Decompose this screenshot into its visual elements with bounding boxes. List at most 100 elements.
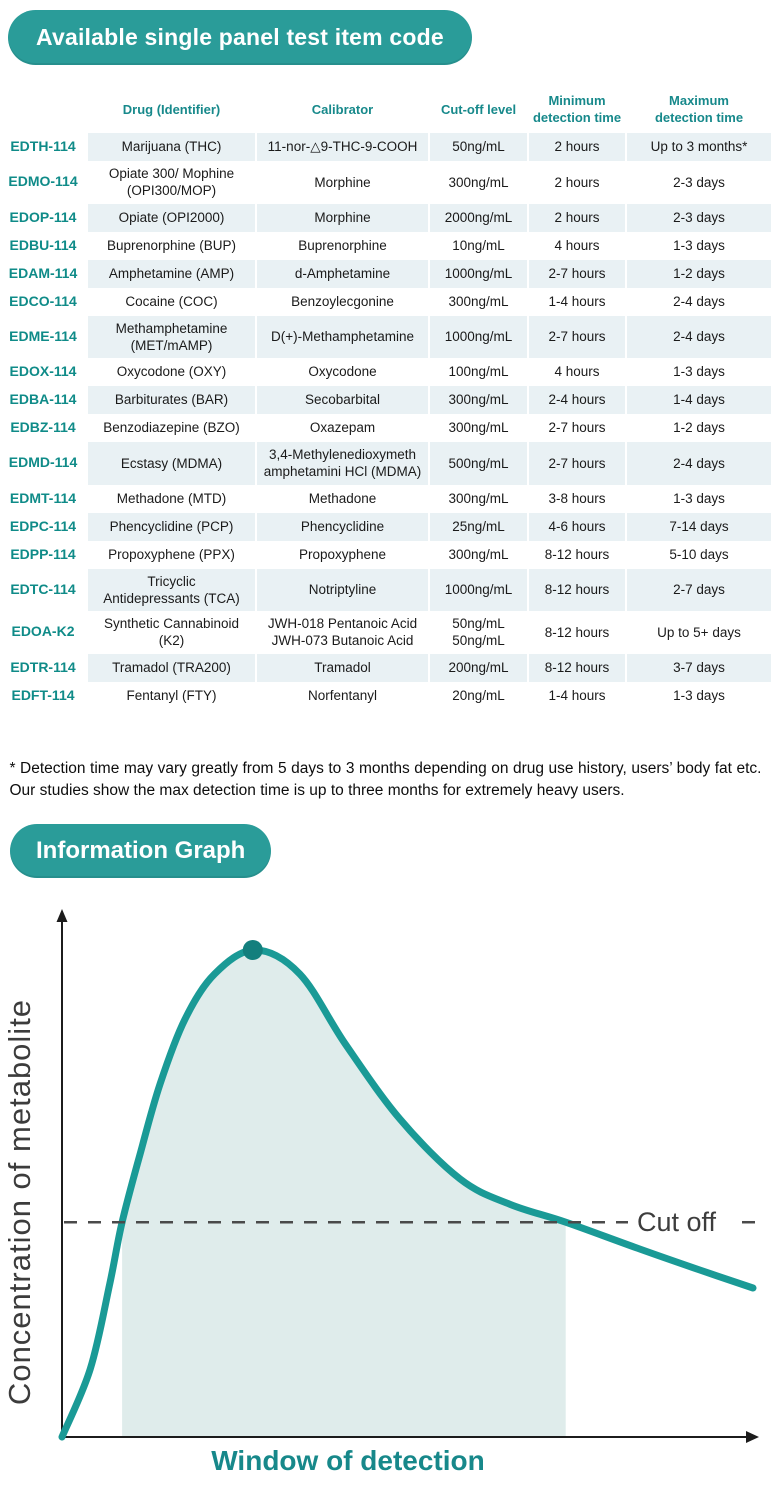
drug-identifier: Phencyclidine (PCP) [88,512,255,541]
table-row: EDAM-114 Amphetamine (AMP) d-Amphetamine 10… [0,259,771,288]
drug-identifier: Barbiturates (BAR) [88,386,255,415]
table-row: EDBZ-114 Benzodiazepine (BZO) Oxazepam 300n… [0,414,771,442]
item-code: EDCO-114 [9,292,77,309]
calibrator: 3,4-Methylenedioxymeth amphetamini HCl (… [257,442,428,485]
section-title-available-codes: Available single panel test item code [8,10,472,65]
cutoff-level: 50ng/mL [430,133,527,161]
max-detection-time: 5-10 days [669,546,729,562]
min-detection-time: 4 hours [554,364,600,380]
cutoff-level: 300ng/mL [448,546,509,562]
y-axis-arrow-icon [56,908,68,922]
drug-identifier: Buprenorphine (BUP) [106,237,237,253]
drug-identifier: Marijuana (THC) [88,133,255,161]
calibrator: Tramadol [257,653,428,682]
table-row: EDPP-114 Propoxyphene (PPX) Propoxyphene 30… [0,541,771,569]
item-code: EDMT-114 [9,489,77,506]
min-detection-time: 2 hours [554,174,600,190]
calibrator: Phencyclidine [257,512,428,541]
min-detection-time: 1-4 hours [548,688,606,704]
calibrator: Methadone [308,490,377,506]
header-min-detection-time: Minimum detection time [532,93,622,125]
item-code: EDFT-114 [11,686,75,703]
max-detection-time: 1-3 days [673,688,725,704]
cutoff-level: 500ng/mL [430,442,527,485]
item-code: EDPC-114 [9,517,77,534]
max-detection-time: 2-3 days [673,174,725,190]
drug-identifier: Opiate 300/ Mophine (OPI300/MOP) [108,166,235,199]
drug-identifier: Opiate (OPI2000) [88,203,255,232]
calibrator: Morphine [314,174,371,190]
x-axis-arrow-icon [746,1430,759,1443]
drug-identifier: Ecstasy (MDMA) [88,442,255,485]
drug-identifier: Amphetamine (AMP) [88,259,255,288]
table-row: EDOA-K2 Synthetic Cannabinoid (K2) JWH-018… [0,611,771,654]
min-detection-time: 2-7 hours [529,259,625,288]
table-row: EDME-114 Methamphetamine (MET/mAMP) D(+)-M… [0,315,771,359]
item-code: EDOA-K2 [11,623,75,640]
calibrator: Norfentanyl [307,688,378,704]
max-detection-time: 2-4 days [627,315,771,359]
min-detection-time: 3-8 hours [548,490,606,506]
cutoff-level: 300ng/mL [448,174,509,190]
max-detection-time: 2-7 days [627,568,771,612]
cutoff-level: 100ng/mL [448,364,509,380]
table-row: EDMD-114 Ecstasy (MDMA) 3,4-Methylenedioxy… [0,442,771,485]
drug-identifier: Benzodiazepine (BZO) [103,420,240,436]
header-calibrator: Calibrator [311,101,374,117]
item-code: EDME-114 [9,327,77,344]
min-detection-time: 8-12 hours [529,568,625,612]
table-row: EDMT-114 Methadone (MTD) Methadone 300ng/mL… [0,485,771,513]
header-drug: Drug (Identifier) [122,101,221,117]
cutoff-level: 1000ng/mL [430,568,527,612]
calibrator: Propoxyphene [298,546,387,562]
table-row: EDTH-114 Marijuana (THC) 11-nor-△9-THC-9-C… [0,133,771,161]
drug-identifier: Oxycodone (OXY) [116,364,227,380]
max-detection-time: 1-2 days [627,259,771,288]
cutoff-level: 300ng/mL [448,293,509,309]
y-axis-label: Concentration of metabolite [2,999,37,1405]
min-detection-time: 2-7 hours [529,315,625,359]
calibrator: JWH-018 Pentanoic Acid JWH-073 Butanoic … [267,616,418,649]
table-row: EDOP-114 Opiate (OPI2000) Morphine 2000ng/m… [0,203,771,232]
x-axis-label: Window of detection [211,1445,485,1476]
header-item-code [0,89,86,131]
calibrator: 11-nor-△9-THC-9-COOH [257,133,428,161]
min-detection-time: 8-12 hours [544,624,610,640]
max-detection-time: Up to 5+ days [657,624,741,640]
min-detection-time: 2-7 hours [548,420,606,436]
concentration-curve [58,946,757,1441]
item-code: EDTH-114 [10,138,76,155]
max-detection-time: 3-7 days [627,653,771,682]
calibrator: Morphine [257,203,428,232]
drug-identifier: Propoxyphene (PPX) [108,546,235,562]
test-item-table: Drug (Identifier) Calibrator Cut-off lev… [0,89,771,710]
max-detection-time: 1-4 days [627,386,771,415]
cutoff-label: Cut off [637,1207,717,1237]
min-detection-time: 2-4 hours [529,386,625,415]
item-code: EDBA-114 [9,391,77,408]
drug-identifier: Synthetic Cannabinoid (K2) [103,616,240,649]
cutoff-level: 300ng/mL [430,386,527,415]
drug-identifier: Tricyclic Antidepressants (TCA) [88,568,255,612]
min-detection-time: 8-12 hours [529,653,625,682]
max-detection-time: 1-2 days [673,420,725,436]
cutoff-level: 10ng/mL [452,237,505,253]
min-detection-time: 2 hours [529,203,625,232]
calibrator: d-Amphetamine [257,259,428,288]
min-detection-time: 1-4 hours [548,293,606,309]
min-detection-time: 4 hours [554,237,600,253]
item-code: EDBZ-114 [10,419,76,436]
table-header-row: Drug (Identifier) Calibrator Cut-off lev… [0,89,771,131]
drug-identifier: Methadone (MTD) [116,490,227,506]
min-detection-time: 8-12 hours [544,546,610,562]
header-cutoff-level: Cut-off level [440,101,517,117]
calibrator: D(+)-Methamphetamine [257,315,428,359]
cutoff-level: 200ng/mL [430,653,527,682]
calibrator: Oxycodone [308,364,377,380]
detection-time-footnote: * Detection time may vary greatly from 5… [9,759,762,799]
item-code: EDMD-114 [8,454,78,471]
detection-window-area [122,949,566,1436]
item-code: EDMO-114 [8,173,78,190]
table-row: EDTR-114 Tramadol (TRA200) Tramadol 200ng/m… [0,653,771,682]
item-code: EDBU-114 [9,236,77,253]
